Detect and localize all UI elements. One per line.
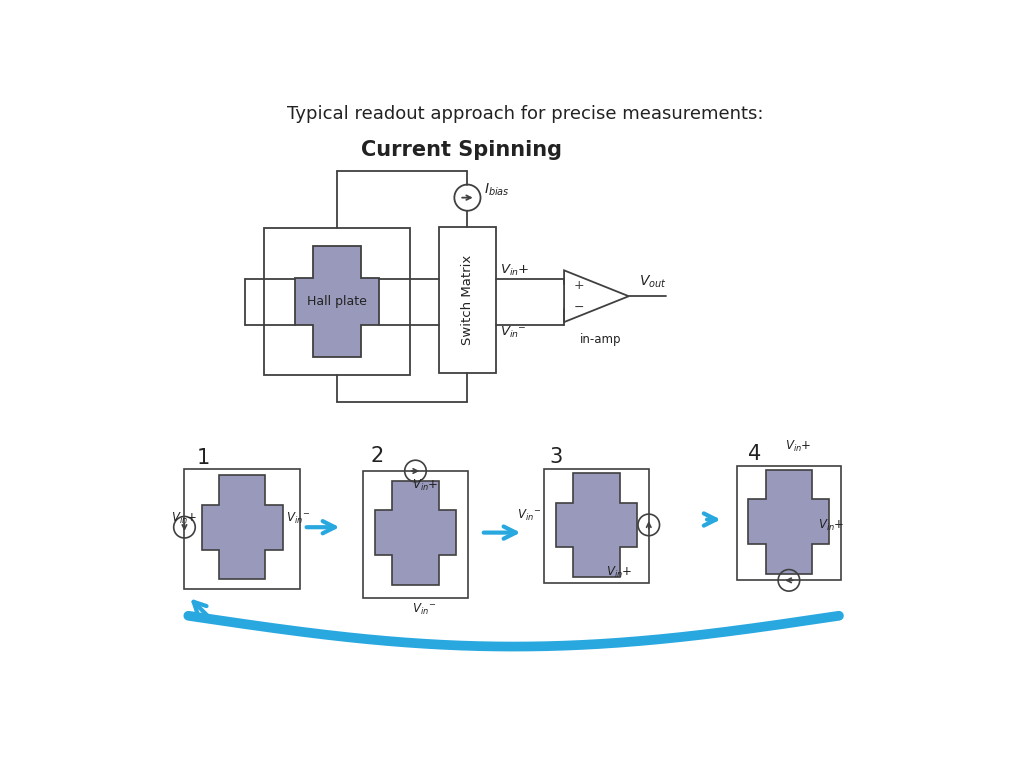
Text: $V_{in}$+: $V_{in}$+ bbox=[818, 518, 845, 533]
Bar bbox=[736, 466, 842, 581]
Bar bbox=[438, 227, 497, 373]
Polygon shape bbox=[749, 470, 829, 574]
Text: $V_{in}$$^{-}$: $V_{in}$$^{-}$ bbox=[286, 511, 310, 525]
Text: $I_{bias}$: $I_{bias}$ bbox=[484, 182, 510, 198]
Polygon shape bbox=[295, 246, 379, 357]
Text: Typical readout approach for precise measurements:: Typical readout approach for precise mea… bbox=[287, 104, 763, 123]
Text: 4: 4 bbox=[748, 444, 761, 464]
Text: 3: 3 bbox=[550, 447, 563, 467]
Text: $V_{in}$+: $V_{in}$+ bbox=[171, 511, 198, 525]
Text: $V_{in}$$^{-}$: $V_{in}$$^{-}$ bbox=[412, 602, 435, 617]
Polygon shape bbox=[556, 473, 637, 577]
Text: $V_{in}$+: $V_{in}$+ bbox=[785, 439, 812, 454]
Text: +: + bbox=[573, 280, 584, 293]
Polygon shape bbox=[202, 475, 283, 579]
Text: 2: 2 bbox=[371, 445, 384, 465]
Text: Hall plate: Hall plate bbox=[307, 295, 367, 308]
Text: $V_{out}$: $V_{out}$ bbox=[639, 273, 667, 290]
Text: $V_{in}$$^{-}$: $V_{in}$$^{-}$ bbox=[500, 325, 527, 339]
Text: Switch Matrix: Switch Matrix bbox=[461, 255, 474, 345]
Bar bbox=[184, 469, 300, 589]
Text: in-amp: in-amp bbox=[580, 333, 621, 346]
Bar bbox=[264, 228, 410, 375]
Text: $V_{in}$+: $V_{in}$+ bbox=[412, 478, 438, 492]
Text: 1: 1 bbox=[197, 448, 210, 468]
Text: $-$: $-$ bbox=[573, 300, 584, 313]
Text: $V_{in}$$^{-}$: $V_{in}$$^{-}$ bbox=[517, 508, 541, 523]
Polygon shape bbox=[375, 481, 456, 584]
Bar bbox=[544, 469, 649, 583]
Bar bbox=[364, 471, 468, 598]
Text: $V_{in}$+: $V_{in}$+ bbox=[500, 263, 529, 279]
Text: $V_{in}$+: $V_{in}$+ bbox=[605, 565, 632, 580]
Text: Current Spinning: Current Spinning bbox=[361, 140, 562, 160]
